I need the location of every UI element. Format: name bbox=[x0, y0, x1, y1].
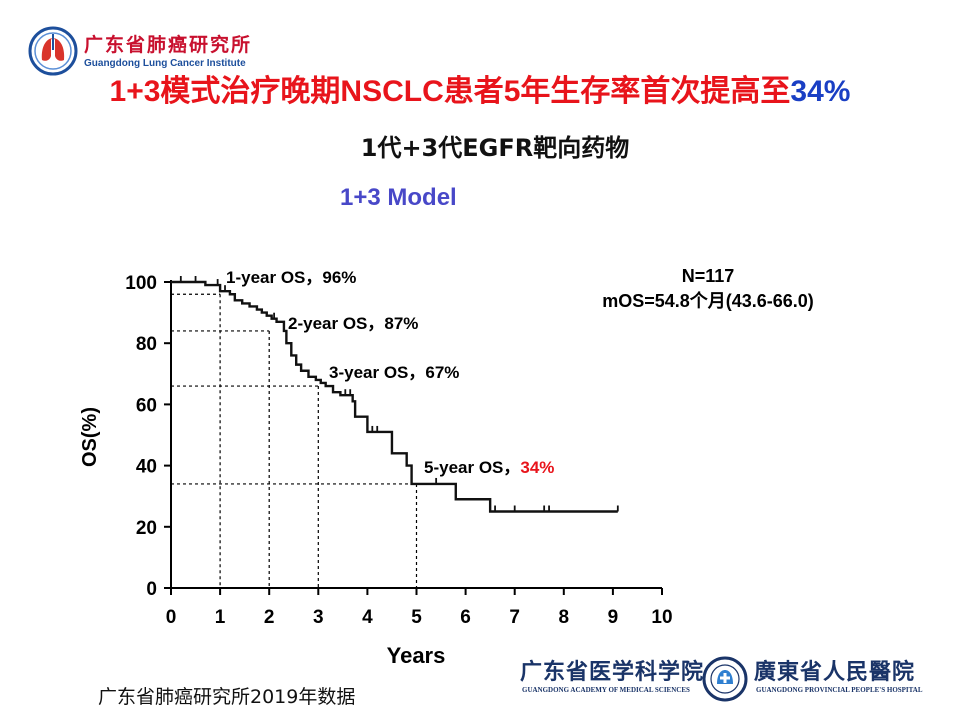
academy-logo: 广东省医学科学院 GUANGDONG ACADEMY OF MEDICAL SC… bbox=[520, 654, 710, 704]
annotation-1yr: 1-year OS，96% bbox=[226, 268, 356, 287]
annotation-3yr-label: 3-year OS， bbox=[329, 363, 425, 382]
info-line-n: N=117 bbox=[682, 266, 735, 286]
annotation-3yr-value: 67% bbox=[425, 363, 459, 382]
institute-logo: 广东省肺癌研究所 Guangdong Lung Cancer Institute bbox=[28, 26, 268, 76]
y-tick-label: 40 bbox=[136, 457, 157, 478]
reference-lines bbox=[171, 293, 418, 588]
annotation-5yr-label: 5-year OS， bbox=[424, 458, 520, 477]
x-tick-label: 1 bbox=[215, 607, 226, 628]
chart-labels: OS(%) Years N=117 mOS=54.8个月(43.6-66.0) … bbox=[79, 266, 814, 668]
annotation-5yr: 5-year OS，34% bbox=[424, 458, 554, 477]
annotation-2yr-value: 87% bbox=[384, 314, 418, 333]
academy-logo-chinese: 广东省医学科学院 bbox=[520, 659, 705, 685]
x-tick-label: 2 bbox=[264, 607, 275, 628]
data-source-note: 广东省肺癌研究所2019年数据 bbox=[98, 686, 356, 708]
info-line-mos: mOS=54.8个月(43.6-66.0) bbox=[602, 290, 814, 311]
survival-curve bbox=[171, 276, 619, 513]
academy-logo-english: GUANGDONG ACADEMY OF MEDICAL SCIENCES bbox=[522, 686, 690, 694]
hospital-logo-english: GUANGDONG PROVINCIAL PEOPLE'S HOSPITAL bbox=[756, 686, 923, 694]
annotation-3yr: 3-year OS，67% bbox=[329, 363, 459, 382]
y-tick-label: 80 bbox=[136, 334, 157, 355]
x-tick-label: 0 bbox=[166, 607, 177, 628]
model-label: 1+3 Model bbox=[340, 184, 457, 211]
y-tick-label: 100 bbox=[125, 273, 157, 294]
title-highlight-value: 34% bbox=[790, 75, 851, 108]
x-tick-label: 9 bbox=[608, 607, 619, 628]
x-tick-label: 6 bbox=[460, 607, 471, 628]
annotation-5yr-value: 34% bbox=[520, 458, 554, 477]
hospital-emblem-icon bbox=[702, 656, 748, 702]
logo-english-name: Guangdong Lung Cancer Institute bbox=[84, 58, 246, 69]
y-tick-label: 0 bbox=[146, 579, 157, 600]
x-tick-label: 10 bbox=[651, 607, 672, 628]
annotation-1yr-label: 1-year OS， bbox=[226, 268, 322, 287]
x-tick-label: 3 bbox=[313, 607, 324, 628]
x-tick-label: 8 bbox=[559, 607, 570, 628]
x-tick-label: 5 bbox=[411, 607, 422, 628]
y-axis-label: OS(%) bbox=[79, 407, 101, 467]
y-tick-label: 20 bbox=[136, 518, 157, 539]
x-tick-label: 4 bbox=[362, 607, 373, 628]
title-main-text: 1+3模式治疗晚期NSCLC患者5年生存率首次提高至 bbox=[109, 75, 791, 108]
hospital-logo-chinese: 廣東省人民醫院 bbox=[754, 659, 916, 685]
x-tick-label: 7 bbox=[509, 607, 520, 628]
hospital-logo: 廣東省人民醫院 GUANGDONG PROVINCIAL PEOPLE'S HO… bbox=[754, 654, 954, 704]
lung-emblem-icon bbox=[28, 26, 78, 76]
x-axis-label: Years bbox=[387, 643, 446, 668]
annotation-2yr: 2-year OS，87% bbox=[288, 314, 418, 333]
annotation-2yr-label: 2-year OS， bbox=[288, 314, 384, 333]
annotation-1yr-value: 96% bbox=[322, 268, 356, 287]
survival-step-line bbox=[171, 280, 618, 513]
page-title: 1+3模式治疗晚期NSCLC患者5年生存率首次提高至34% bbox=[0, 66, 960, 110]
y-tick-label: 60 bbox=[136, 395, 157, 416]
logo-chinese-name: 广东省肺癌研究所 bbox=[84, 34, 253, 56]
page-subtitle: 1代+3代EGFR靶向药物 bbox=[360, 134, 630, 162]
